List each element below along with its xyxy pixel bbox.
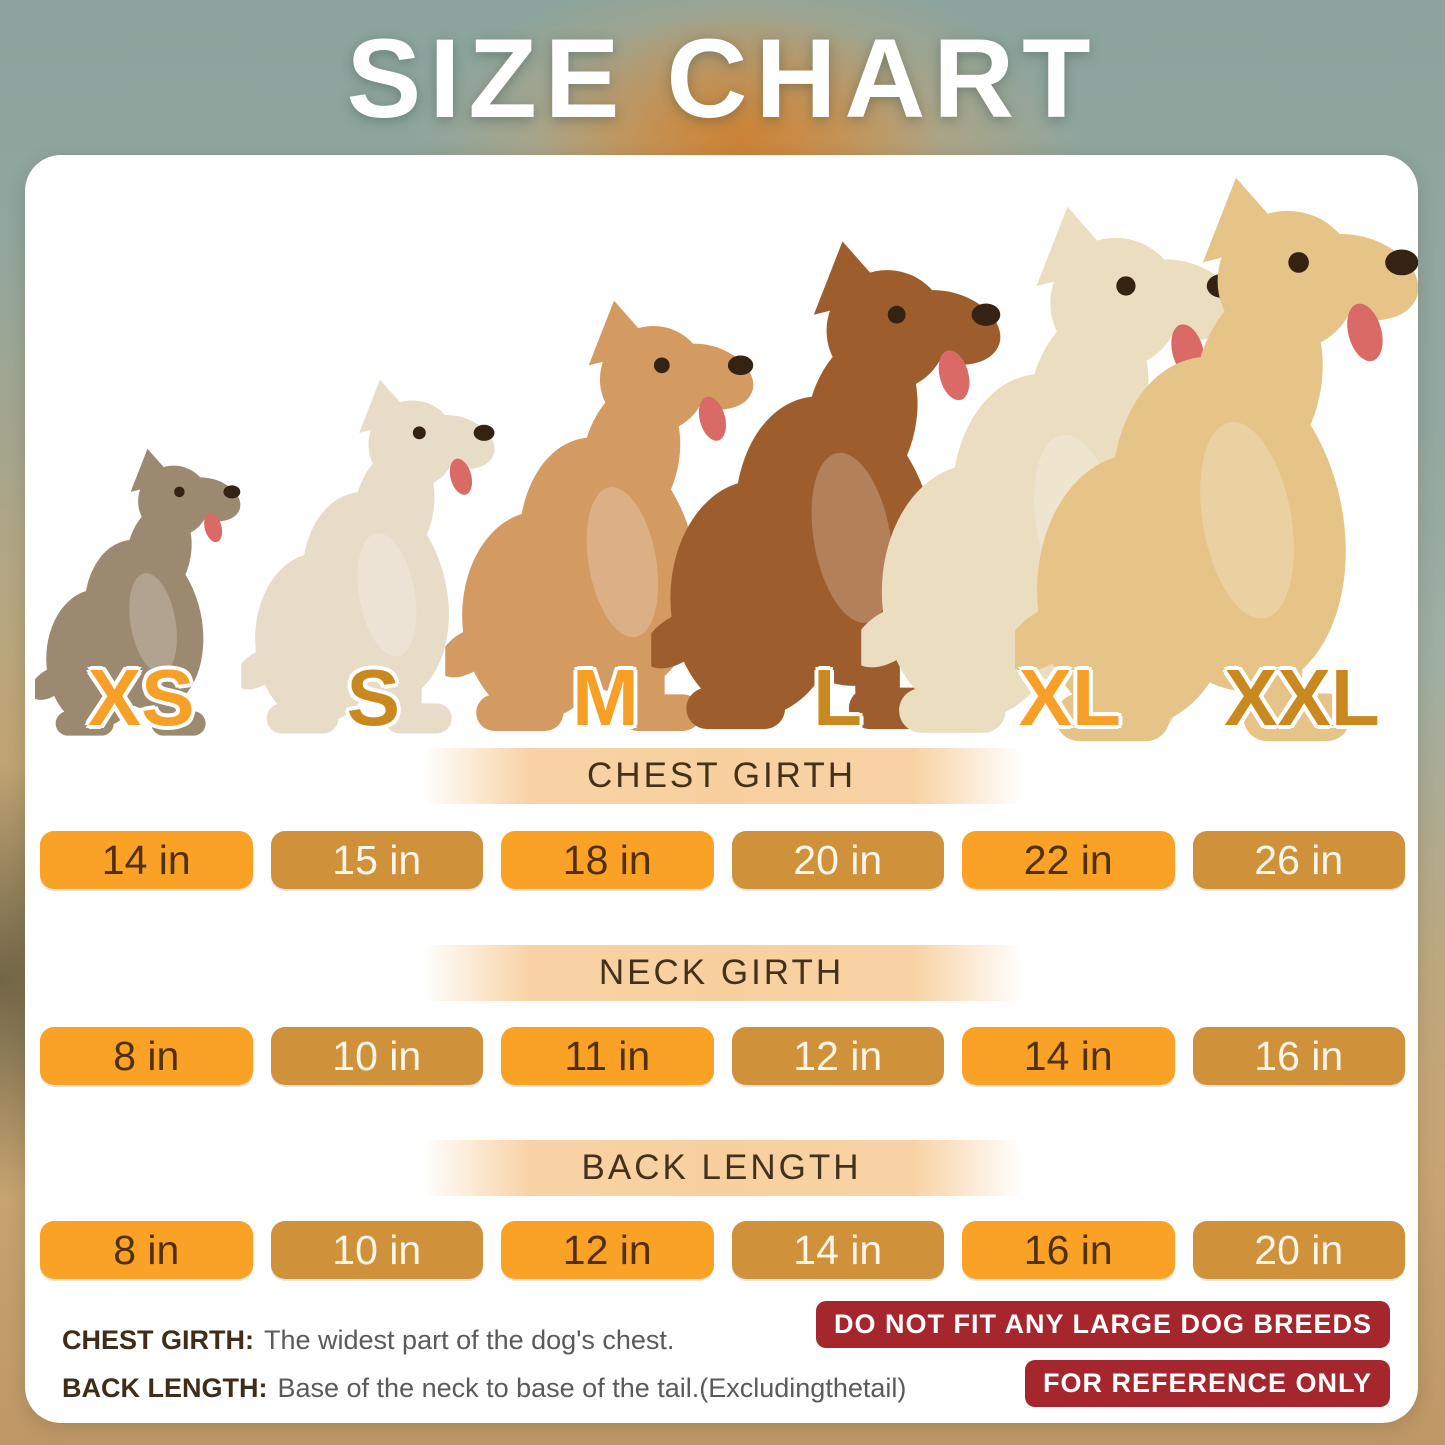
- size-label-l: L: [813, 653, 863, 742]
- chest-girth-value-xxl: 26 in: [1192, 831, 1405, 889]
- neck-girth-value-m: 11 in: [501, 1027, 714, 1085]
- neck-girth-value-xxl: 16 in: [1192, 1027, 1405, 1085]
- measurement-notes: CHEST GIRTH: The widest part of the dog's…: [62, 1325, 906, 1421]
- size-label-xs: XS: [87, 653, 195, 742]
- neck-girth-value-xl: 14 in: [962, 1027, 1175, 1085]
- chest-girth-value-l: 20 in: [731, 831, 944, 889]
- back-length-value-s: 10 in: [270, 1221, 483, 1279]
- section-header-chest-girth: CHEST GIRTH: [421, 748, 1022, 804]
- chest-girth-value-xl: 22 in: [962, 831, 1175, 889]
- note-back-length: BACK LENGTH: Base of the neck to base of …: [62, 1373, 906, 1403]
- note-chest-girth-text: The widest part of the dog's chest.: [264, 1325, 675, 1355]
- chest-girth-value-m: 18 in: [501, 831, 714, 889]
- back-length-value-xs: 8 in: [40, 1221, 253, 1279]
- page-title: SIZE CHART: [346, 16, 1099, 141]
- size-chart-card: XS S M L XL XXL CHEST GIRTH 14 in 15 in …: [25, 155, 1418, 1423]
- back-length-values-row: 8 in 10 in 12 in 14 in 16 in 20 in: [40, 1221, 1405, 1279]
- back-length-value-l: 14 in: [731, 1221, 944, 1279]
- neck-girth-value-l: 12 in: [731, 1027, 944, 1085]
- chest-girth-values-row: 14 in 15 in 18 in 20 in 22 in 26 in: [40, 831, 1405, 889]
- note-back-length-text: Base of the neck to base of the tail.(Ex…: [277, 1373, 907, 1403]
- note-chest-girth: CHEST GIRTH: The widest part of the dog's…: [62, 1325, 906, 1355]
- note-chest-girth-label: CHEST GIRTH:: [62, 1325, 254, 1355]
- size-labels-row: XS S M L XL XXL: [25, 655, 1418, 741]
- size-label-xxl: XXL: [1224, 653, 1380, 742]
- neck-girth-value-s: 10 in: [270, 1027, 483, 1085]
- size-label-s: S: [346, 653, 400, 742]
- section-header-back-length: BACK LENGTH: [421, 1140, 1022, 1196]
- chest-girth-value-xs: 14 in: [40, 831, 253, 889]
- neck-girth-values-row: 8 in 10 in 11 in 12 in 14 in 16 in: [40, 1027, 1405, 1085]
- note-back-length-label: BACK LENGTH:: [62, 1373, 268, 1403]
- back-length-value-xl: 16 in: [962, 1221, 1175, 1279]
- size-label-m: M: [572, 653, 639, 742]
- back-length-value-xxl: 20 in: [1192, 1221, 1405, 1279]
- chest-girth-value-s: 15 in: [270, 831, 483, 889]
- back-length-value-m: 12 in: [501, 1221, 714, 1279]
- neck-girth-value-xs: 8 in: [40, 1027, 253, 1085]
- section-header-neck-girth: NECK GIRTH: [421, 945, 1022, 1001]
- size-label-xl: XL: [1018, 653, 1121, 742]
- warning-badges: DO NOT FIT ANY LARGE DOG BREEDS FOR REFE…: [815, 1301, 1390, 1407]
- warning-badge-no-large-breeds: DO NOT FIT ANY LARGE DOG BREEDS: [815, 1301, 1390, 1348]
- warning-badge-reference-only: FOR REFERENCE ONLY: [1024, 1360, 1390, 1407]
